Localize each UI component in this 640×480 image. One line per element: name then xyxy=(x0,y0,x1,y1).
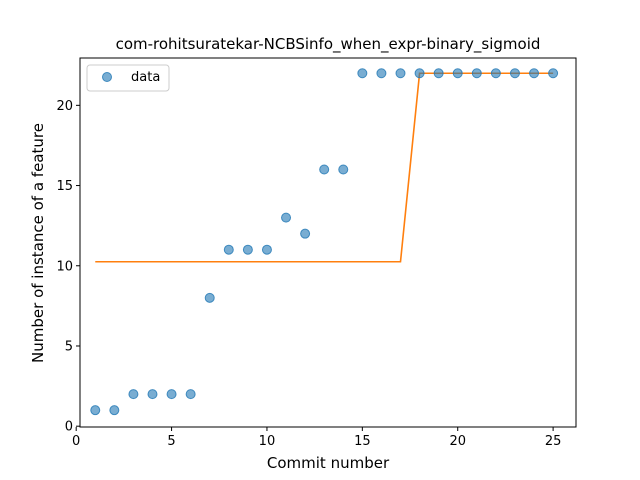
x-tick-label: 5 xyxy=(167,434,175,449)
data-point xyxy=(433,68,444,79)
data-point xyxy=(338,164,349,175)
data-point xyxy=(109,405,120,416)
data-point xyxy=(490,68,501,79)
data-point xyxy=(509,68,520,79)
x-tick-label: 15 xyxy=(354,434,371,449)
legend: data xyxy=(86,64,170,92)
x-tick-label: 0 xyxy=(72,434,80,449)
y-tick-label: 15 xyxy=(56,179,73,194)
data-point xyxy=(357,68,368,79)
y-tick-label: 5 xyxy=(65,339,73,354)
data-point xyxy=(242,244,253,255)
data-point xyxy=(185,389,196,400)
x-tick-label: 20 xyxy=(449,434,466,449)
data-point xyxy=(414,68,425,79)
legend-frame xyxy=(86,64,170,92)
data-point xyxy=(471,68,482,79)
data-point xyxy=(204,292,215,303)
data-point xyxy=(529,68,540,79)
y-tick-label: 20 xyxy=(56,99,73,114)
data-point xyxy=(128,389,139,400)
data-point xyxy=(548,68,559,79)
data-point xyxy=(300,228,311,239)
fit-line-0 xyxy=(95,72,554,263)
data-point xyxy=(261,244,272,255)
x-axis-label: Commit number xyxy=(267,454,390,472)
data-point xyxy=(319,164,330,175)
y-tick-label: 0 xyxy=(65,420,73,435)
x-tick-label: 25 xyxy=(545,434,562,449)
data-point xyxy=(395,68,406,79)
data-point xyxy=(147,389,158,400)
data-point xyxy=(452,68,463,79)
data-point xyxy=(376,68,387,79)
plot-area xyxy=(90,68,559,416)
data-point xyxy=(281,212,292,223)
axes: 0 5 10 15 20 25 0 5 10 15 20 xyxy=(56,57,577,449)
y-axis-label: Number of instance of a feature xyxy=(29,123,47,363)
data-point xyxy=(166,389,177,400)
data-point xyxy=(90,405,101,416)
legend-label-data: data xyxy=(131,70,160,85)
data-point xyxy=(223,244,234,255)
y-tick-label: 10 xyxy=(56,259,73,274)
chart-title: com-rohitsuratekar-NCBSinfo_when_expr-bi… xyxy=(116,35,541,54)
legend-marker-data xyxy=(102,72,112,82)
axes-frame xyxy=(79,57,577,428)
x-tick-label: 10 xyxy=(259,434,276,449)
